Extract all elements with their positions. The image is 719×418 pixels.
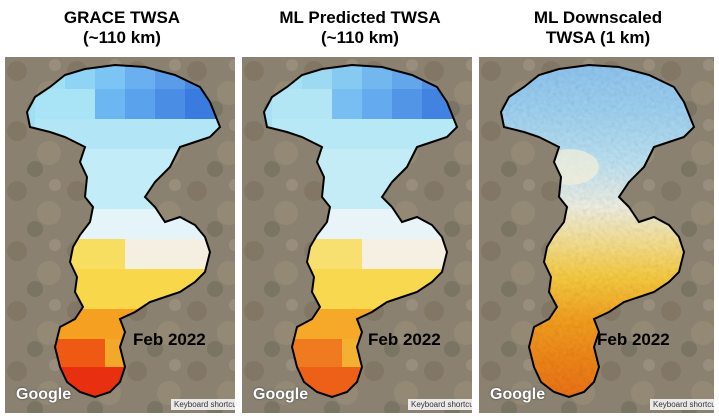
keyboard-shortcuts-link[interactable]: Keyboard shortcuts (650, 399, 714, 410)
map-canvas-ml-predicted (242, 57, 472, 413)
keyboard-shortcuts-link[interactable]: Keyboard shortcuts (171, 399, 235, 410)
map-canvas-grace (5, 57, 235, 413)
panel-3-title-line2: TWSA (1 km) (545, 28, 651, 47)
panel-1-title-line2: (~110 km) (83, 28, 161, 47)
panel-3-title-line1: ML Downscaled (533, 8, 663, 27)
map-panel-grace[interactable]: Feb 2022 Google Keyboard shortcuts (5, 57, 235, 413)
panel-2-title-line2: (~110 km) (321, 28, 399, 47)
google-logo: Google (490, 386, 546, 403)
panel-2-title: ML Predicted TWSA (~110 km) (250, 8, 470, 48)
panel-1-title-line1: GRACE TWSA (63, 8, 181, 27)
map-panel-ml-downscaled[interactable]: Feb 2022 Google Keyboard shortcuts (479, 57, 714, 413)
date-label: Feb 2022 (133, 330, 206, 349)
google-logo: Google (253, 386, 309, 403)
map-canvas-ml-downscaled (479, 57, 714, 413)
map-panel-ml-predicted[interactable]: Feb 2022 Google Keyboard shortcuts (242, 57, 472, 413)
date-label: Feb 2022 (597, 330, 670, 349)
panel-1-title: GRACE TWSA (~110 km) (12, 8, 232, 48)
date-label: Feb 2022 (368, 330, 441, 349)
keyboard-shortcuts-link[interactable]: Keyboard shortcuts (408, 399, 472, 410)
google-logo: Google (16, 386, 72, 403)
panel-3-title: ML Downscaled TWSA (1 km) (488, 8, 708, 48)
panel-2-title-line1: ML Predicted TWSA (279, 8, 441, 27)
